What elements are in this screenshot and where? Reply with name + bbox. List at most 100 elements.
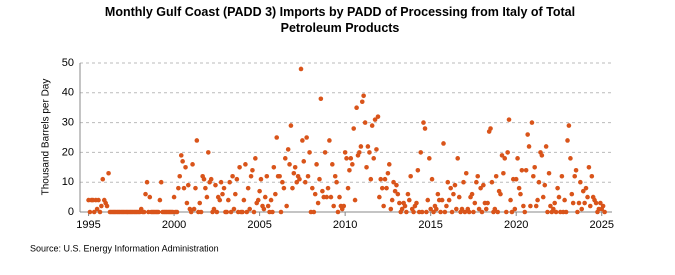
point	[515, 156, 520, 161]
point	[250, 167, 255, 173]
point	[372, 117, 378, 122]
point	[231, 206, 237, 212]
point	[345, 185, 351, 191]
point	[158, 179, 164, 185]
point	[397, 200, 402, 206]
point	[385, 170, 391, 176]
point	[536, 179, 542, 185]
point	[411, 209, 416, 215]
point	[358, 144, 364, 149]
point	[391, 179, 396, 185]
point	[512, 206, 518, 212]
point	[188, 209, 194, 215]
x-tick-label: 1995	[76, 219, 100, 231]
point	[213, 182, 218, 188]
point	[247, 206, 252, 212]
point	[582, 200, 587, 206]
point	[91, 209, 97, 215]
point	[314, 162, 319, 167]
point	[205, 150, 211, 155]
point	[214, 209, 220, 215]
point	[147, 194, 153, 200]
point	[220, 191, 225, 197]
point	[479, 209, 485, 215]
point	[435, 191, 441, 197]
point	[502, 156, 508, 161]
point	[474, 179, 479, 185]
point	[449, 209, 455, 215]
point	[583, 185, 589, 191]
point	[292, 165, 298, 170]
point	[438, 209, 443, 215]
point	[305, 173, 311, 179]
point	[525, 132, 530, 137]
point	[191, 206, 197, 212]
point	[184, 200, 190, 206]
point	[280, 179, 285, 185]
point	[257, 188, 262, 194]
x-tick-label: 2015	[418, 219, 442, 231]
point	[317, 176, 322, 182]
point	[543, 144, 549, 149]
point	[318, 96, 324, 102]
point	[476, 206, 482, 212]
point	[312, 191, 318, 197]
point	[237, 165, 242, 170]
point	[425, 197, 431, 203]
point	[369, 123, 375, 128]
point	[227, 179, 232, 185]
point	[322, 150, 328, 155]
point	[253, 156, 258, 161]
point	[446, 197, 452, 203]
point	[556, 194, 562, 200]
point	[302, 179, 308, 185]
x-tick-label: 2000	[162, 219, 186, 231]
point	[268, 197, 274, 203]
point	[466, 209, 472, 215]
point	[489, 179, 495, 185]
point	[381, 203, 386, 209]
chart-title: Monthly Gulf Coast (PADD 3) Imports by P…	[104, 5, 576, 35]
point	[248, 173, 254, 179]
point	[367, 150, 372, 155]
point	[501, 170, 506, 176]
point	[261, 206, 267, 212]
point	[157, 197, 163, 203]
point	[422, 126, 428, 131]
point	[389, 197, 395, 203]
x-tick-label: 2010	[333, 219, 357, 231]
point	[545, 209, 550, 215]
point	[419, 209, 425, 215]
point	[315, 200, 321, 206]
point	[495, 209, 501, 215]
point	[535, 197, 540, 203]
point	[224, 209, 230, 215]
point	[472, 200, 478, 206]
point	[291, 170, 297, 176]
point	[298, 66, 304, 72]
point	[361, 93, 366, 99]
point	[481, 182, 486, 188]
point	[174, 209, 180, 215]
point	[434, 206, 439, 212]
point	[516, 185, 522, 191]
point	[332, 173, 338, 179]
point	[448, 185, 453, 191]
point	[394, 182, 399, 188]
point	[204, 194, 210, 200]
point	[598, 200, 603, 206]
point	[100, 176, 106, 182]
point	[578, 179, 583, 185]
point	[287, 162, 292, 167]
point	[278, 209, 284, 215]
point	[399, 206, 405, 212]
point	[553, 209, 559, 215]
point	[565, 138, 570, 143]
point	[439, 197, 445, 203]
point	[221, 185, 227, 191]
point	[274, 135, 280, 140]
point	[406, 197, 412, 203]
point	[351, 126, 356, 131]
point	[602, 209, 607, 215]
